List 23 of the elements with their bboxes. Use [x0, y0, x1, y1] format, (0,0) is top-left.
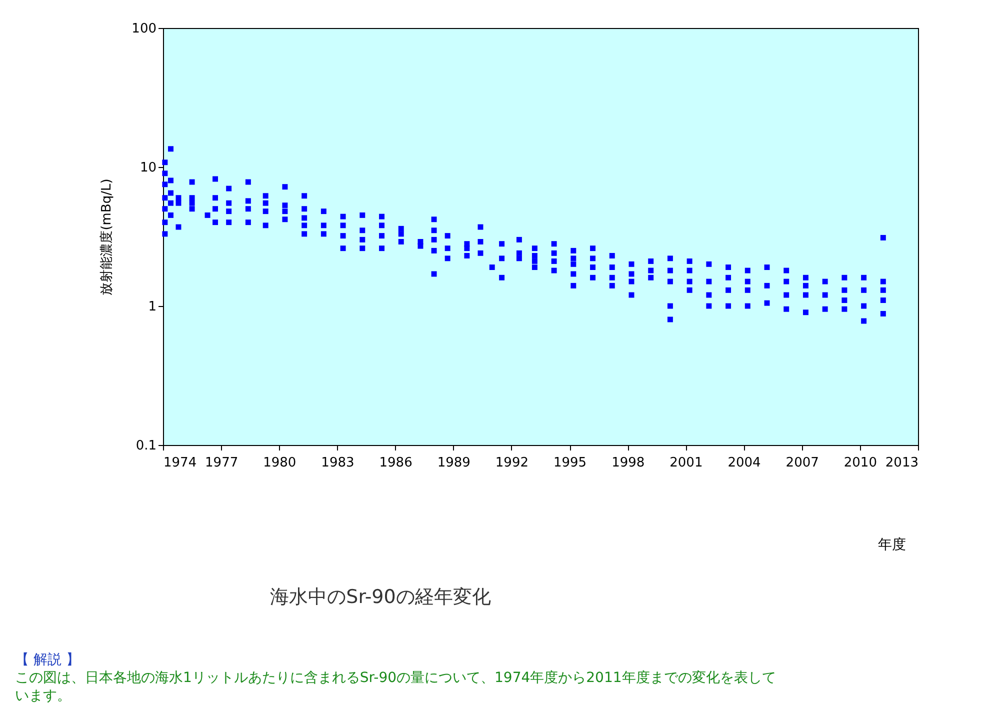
y-tick-label: 10 — [140, 160, 156, 176]
y-tick-label: 1 — [148, 300, 156, 314]
y-tick-label: 100 — [132, 22, 156, 36]
x-axis-title: 年度 — [878, 537, 906, 553]
x-tick-label: 1977 — [205, 456, 238, 470]
x-tick-label: 1986 — [379, 456, 412, 470]
x-tick-label: 1983 — [321, 456, 354, 470]
text: この図は、日本各地の海水1リットルあたりに含まれるSr-90の量について、1974年度から2011年度までの変化を表しています。 — [15, 670, 776, 704]
x-tick-label: 1995 — [553, 456, 587, 470]
x-tick-label: 2007 — [786, 456, 819, 470]
x-tick-label: 2013 — [885, 456, 918, 470]
x-tick-label: 1998 — [612, 456, 645, 470]
text: 海水中のSr-90の経年変化 — [270, 586, 491, 608]
x-tick-label: 2004 — [728, 456, 761, 470]
x-tick-label: 2010 — [844, 456, 877, 470]
x-tick-label: 1980 — [263, 456, 296, 470]
x-tick-label: 1974 — [164, 456, 197, 470]
x-tick-label: 1992 — [495, 456, 529, 470]
x-tick-label: 1989 — [437, 456, 470, 470]
y-tick-label: 0.1 — [136, 438, 156, 454]
x-tick-label: 2001 — [670, 456, 703, 470]
text: 【 解説 】 — [15, 652, 80, 668]
y-axis-title: 放射能濃度(mBq/L) — [98, 178, 115, 296]
